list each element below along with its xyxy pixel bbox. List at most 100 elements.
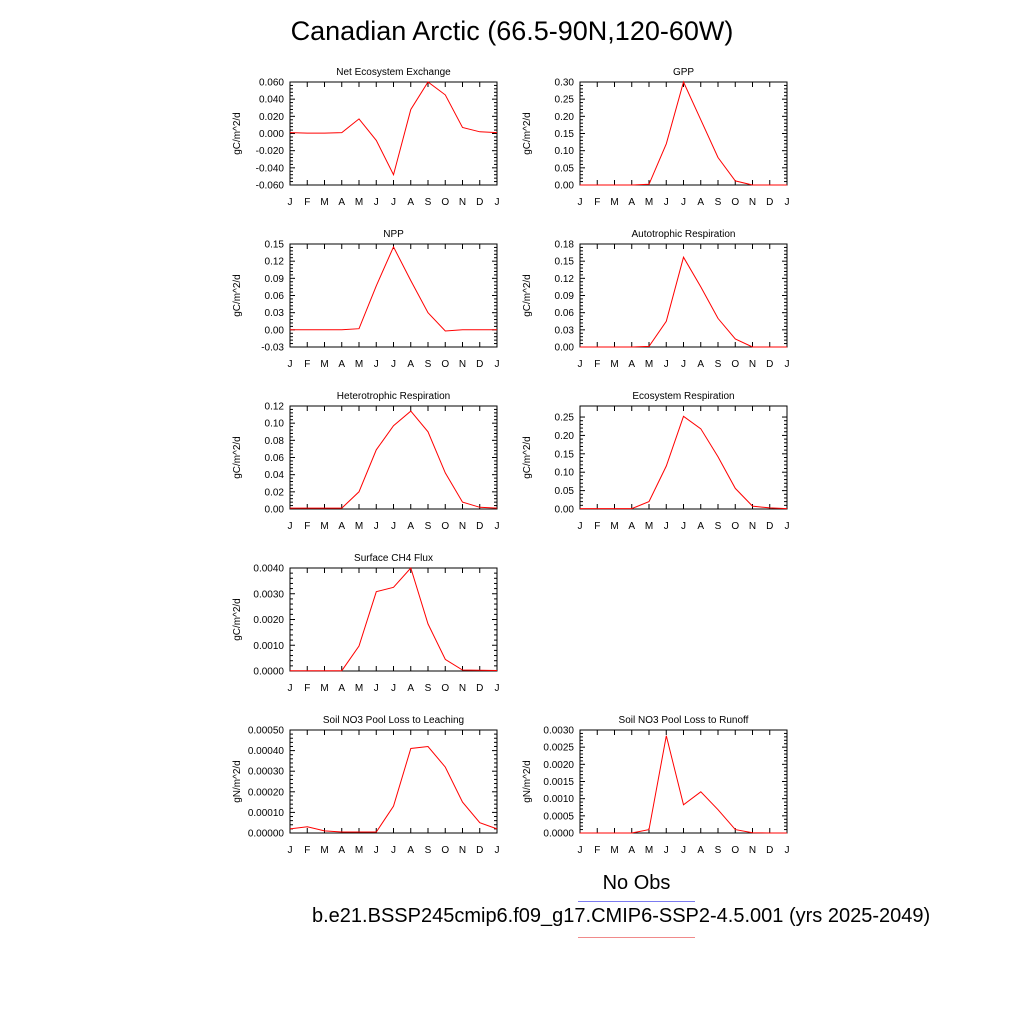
panel-title: Heterotrophic Respiration (337, 391, 450, 402)
x-tick-label: J (495, 683, 500, 694)
y-tick-label: -0.060 (256, 181, 285, 192)
y-axis-label: gN/m^2/d (232, 760, 243, 803)
y-tick-label: 0.12 (265, 257, 285, 268)
plot-frame (579, 729, 788, 834)
x-tick-label: M (645, 197, 653, 208)
y-tick-label: -0.03 (261, 343, 284, 354)
y-axis-label: gC/m^2/d (232, 112, 243, 155)
x-tick-label: M (645, 845, 653, 856)
series-line (290, 245, 497, 332)
x-tick-label: D (476, 521, 483, 532)
plot-frame (579, 81, 788, 186)
y-tick-label: 0.05 (555, 163, 575, 174)
x-tick-label: A (697, 359, 704, 370)
x-tick-label: J (681, 521, 686, 532)
x-tick-label: M (610, 845, 618, 856)
y-tick-label: 0.06 (265, 453, 285, 464)
y-tick-label: 0.09 (555, 291, 575, 302)
panel-title: Ecosystem Respiration (632, 391, 734, 402)
x-tick-label: J (374, 197, 379, 208)
x-tick-label: A (338, 845, 345, 856)
x-tick-label: J (785, 521, 790, 532)
x-tick-label: O (441, 683, 449, 694)
y-tick-label: 0.12 (265, 402, 285, 413)
x-tick-label: D (766, 521, 773, 532)
y-tick-label: 0.12 (555, 274, 575, 285)
y-tick-label: 0.06 (555, 308, 575, 319)
plot-frame (579, 243, 788, 348)
x-tick-label: F (304, 521, 310, 532)
y-tick-label: -0.040 (256, 163, 285, 174)
y-tick-label: 0.00 (555, 505, 575, 516)
y-tick-label: 0.30 (555, 78, 575, 89)
x-tick-label: O (731, 521, 739, 532)
x-tick-label: M (320, 359, 328, 370)
y-tick-label: 0.00040 (248, 746, 285, 757)
x-tick-label: A (407, 845, 414, 856)
y-tick-label: 0.10 (555, 468, 575, 479)
y-tick-label: 0.0020 (253, 615, 284, 626)
x-tick-label: A (407, 521, 414, 532)
x-tick-label: F (304, 359, 310, 370)
x-tick-label: J (374, 683, 379, 694)
y-tick-label: 0.0040 (253, 564, 284, 575)
x-tick-label: M (320, 521, 328, 532)
y-tick-label: 0.09 (265, 274, 285, 285)
x-tick-label: N (459, 845, 466, 856)
series-line (580, 255, 787, 348)
series-line (289, 81, 498, 177)
y-tick-label: 0.0010 (543, 794, 574, 805)
x-tick-label: F (304, 197, 310, 208)
y-tick-label: 0.00020 (248, 787, 285, 798)
x-tick-label: J (578, 359, 583, 370)
x-tick-label: J (288, 521, 293, 532)
panel-title: Soil NO3 Pool Loss to Runoff (619, 715, 749, 726)
y-tick-label: 0.0030 (253, 589, 284, 600)
x-tick-label: M (355, 359, 363, 370)
y-tick-label: 0.020 (259, 112, 284, 123)
plot-frame (289, 405, 498, 510)
x-tick-label: A (697, 197, 704, 208)
x-tick-label: F (594, 521, 600, 532)
y-tick-label: 0.00010 (248, 808, 285, 819)
x-tick-label: F (594, 197, 600, 208)
x-tick-label: N (459, 683, 466, 694)
x-tick-label: D (766, 359, 773, 370)
x-tick-label: J (391, 521, 396, 532)
x-tick-label: D (766, 845, 773, 856)
x-tick-label: A (407, 197, 414, 208)
x-tick-label: N (749, 197, 756, 208)
x-tick-label: S (715, 845, 722, 856)
panel-title: Autotrophic Respiration (632, 229, 736, 240)
x-tick-label: A (628, 845, 635, 856)
y-axis-label: gN/m^2/d (522, 760, 533, 803)
y-tick-label: 0.00 (265, 505, 285, 516)
y-tick-label: 0.00000 (248, 829, 285, 840)
x-tick-label: A (628, 197, 635, 208)
x-tick-label: J (495, 521, 500, 532)
x-tick-label: M (610, 521, 618, 532)
x-tick-label: J (785, 197, 790, 208)
x-tick-label: A (407, 359, 414, 370)
y-tick-label: 0.10 (265, 419, 285, 430)
x-tick-label: S (715, 521, 722, 532)
y-axis-label: gC/m^2/d (232, 274, 243, 317)
x-tick-label: O (441, 845, 449, 856)
x-tick-label: D (766, 197, 773, 208)
x-tick-label: F (594, 359, 600, 370)
x-tick-label: S (425, 359, 432, 370)
x-tick-label: M (610, 359, 618, 370)
y-tick-label: 0.0020 (543, 760, 574, 771)
x-tick-label: M (355, 845, 363, 856)
y-tick-label: 0.15 (555, 129, 575, 140)
y-tick-label: 0.0015 (543, 777, 574, 788)
x-tick-label: A (697, 845, 704, 856)
legend-obs-label: No Obs (602, 872, 671, 894)
x-tick-label: O (731, 359, 739, 370)
